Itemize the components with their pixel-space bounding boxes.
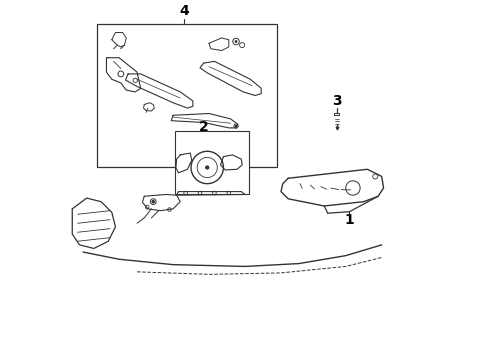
Circle shape <box>206 166 209 169</box>
Circle shape <box>235 125 237 127</box>
Text: 4: 4 <box>179 4 189 18</box>
Bar <box>175 131 248 194</box>
Circle shape <box>235 41 237 42</box>
Text: 1: 1 <box>344 213 354 227</box>
Text: 2: 2 <box>199 120 208 134</box>
Text: 3: 3 <box>332 94 342 108</box>
Bar <box>98 23 277 167</box>
Circle shape <box>152 201 154 203</box>
Bar <box>334 113 339 115</box>
